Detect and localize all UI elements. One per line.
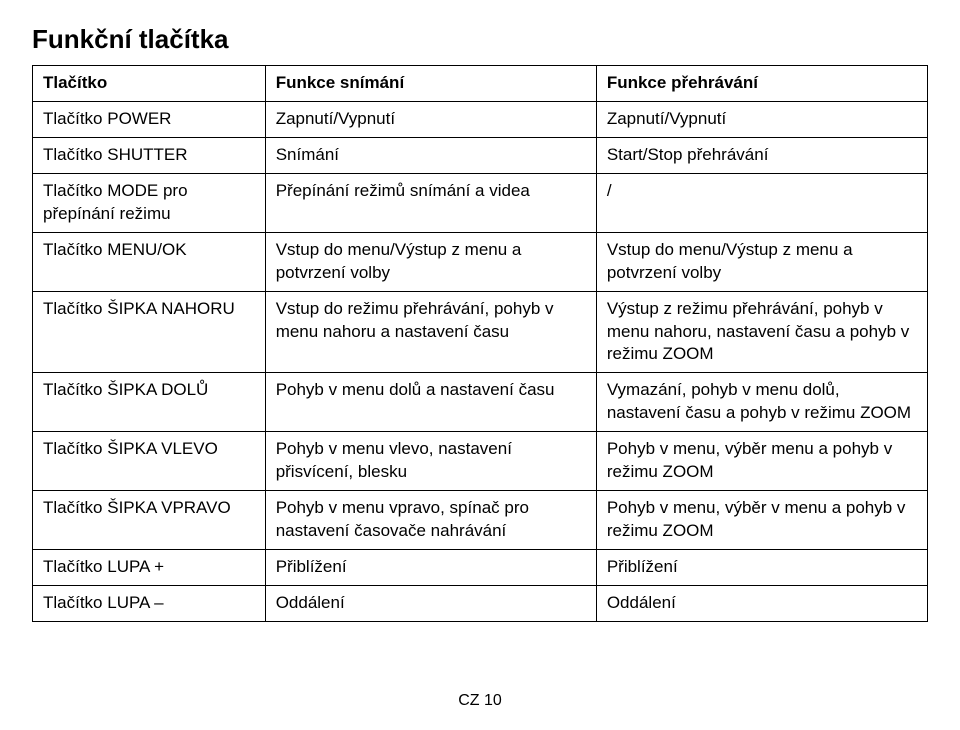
page-footer: CZ 10 — [32, 692, 928, 710]
cell-button-name: Tlačítko SHUTTER — [33, 137, 266, 173]
cell-playback-func: Pohyb v menu, výběr v menu a pohyb v rež… — [596, 491, 927, 550]
table-row: Tlačítko ŠIPKA NAHORU Vstup do režimu př… — [33, 291, 928, 373]
cell-button-name: Tlačítko POWER — [33, 101, 266, 137]
cell-capture-func: Přepínání režimů snímání a videa — [265, 173, 596, 232]
cell-playback-func: Vymazání, pohyb v menu dolů, nastavení č… — [596, 373, 927, 432]
cell-capture-func: Pohyb v menu vpravo, spínač pro nastaven… — [265, 491, 596, 550]
table-row: Tlačítko ŠIPKA VLEVO Pohyb v menu vlevo,… — [33, 432, 928, 491]
table-row: Tlačítko ŠIPKA VPRAVO Pohyb v menu vprav… — [33, 491, 928, 550]
cell-button-name: Tlačítko ŠIPKA NAHORU — [33, 291, 266, 373]
cell-capture-func: Oddálení — [265, 585, 596, 621]
cell-capture-func: Zapnutí/Vypnutí — [265, 101, 596, 137]
table-row: Tlačítko ŠIPKA DOLŮ Pohyb v menu dolů a … — [33, 373, 928, 432]
cell-capture-func: Přiblížení — [265, 550, 596, 586]
table-row: Tlačítko MODE pro přepínání režimu Přepí… — [33, 173, 928, 232]
table-row: Tlačítko LUPA + Přiblížení Přiblížení — [33, 550, 928, 586]
cell-playback-func: Start/Stop přehrávání — [596, 137, 927, 173]
cell-capture-func: Vstup do režimu přehrávání, pohyb v menu… — [265, 291, 596, 373]
cell-button-name: Tlačítko LUPA – — [33, 585, 266, 621]
cell-capture-func: Pohyb v menu vlevo, nastavení přisvícení… — [265, 432, 596, 491]
table-row: Tlačítko POWER Zapnutí/Vypnutí Zapnutí/V… — [33, 101, 928, 137]
column-header: Funkce snímání — [265, 66, 596, 102]
cell-capture-func: Snímání — [265, 137, 596, 173]
table-row: Tlačítko LUPA – Oddálení Oddálení — [33, 585, 928, 621]
cell-playback-func: Oddálení — [596, 585, 927, 621]
cell-playback-func: Výstup z režimu přehrávání, pohyb v menu… — [596, 291, 927, 373]
page-title: Funkční tlačítka — [32, 24, 928, 55]
cell-playback-func: Přiblížení — [596, 550, 927, 586]
functions-table: Tlačítko Funkce snímání Funkce přehráván… — [32, 65, 928, 622]
cell-button-name: Tlačítko ŠIPKA VLEVO — [33, 432, 266, 491]
cell-capture-func: Pohyb v menu dolů a nastavení času — [265, 373, 596, 432]
cell-playback-func: Zapnutí/Vypnutí — [596, 101, 927, 137]
table-row: Tlačítko MENU/OK Vstup do menu/Výstup z … — [33, 232, 928, 291]
cell-capture-func: Vstup do menu/Výstup z menu a potvrzení … — [265, 232, 596, 291]
cell-button-name: Tlačítko MODE pro přepínání režimu — [33, 173, 266, 232]
cell-button-name: Tlačítko ŠIPKA DOLŮ — [33, 373, 266, 432]
cell-button-name: Tlačítko ŠIPKA VPRAVO — [33, 491, 266, 550]
table-header-row: Tlačítko Funkce snímání Funkce přehráván… — [33, 66, 928, 102]
cell-playback-func: Vstup do menu/Výstup z menu a potvrzení … — [596, 232, 927, 291]
table-row: Tlačítko SHUTTER Snímání Start/Stop přeh… — [33, 137, 928, 173]
cell-playback-func: / — [596, 173, 927, 232]
cell-button-name: Tlačítko LUPA + — [33, 550, 266, 586]
column-header: Tlačítko — [33, 66, 266, 102]
column-header: Funkce přehrávání — [596, 66, 927, 102]
cell-playback-func: Pohyb v menu, výběr menu a pohyb v režim… — [596, 432, 927, 491]
cell-button-name: Tlačítko MENU/OK — [33, 232, 266, 291]
